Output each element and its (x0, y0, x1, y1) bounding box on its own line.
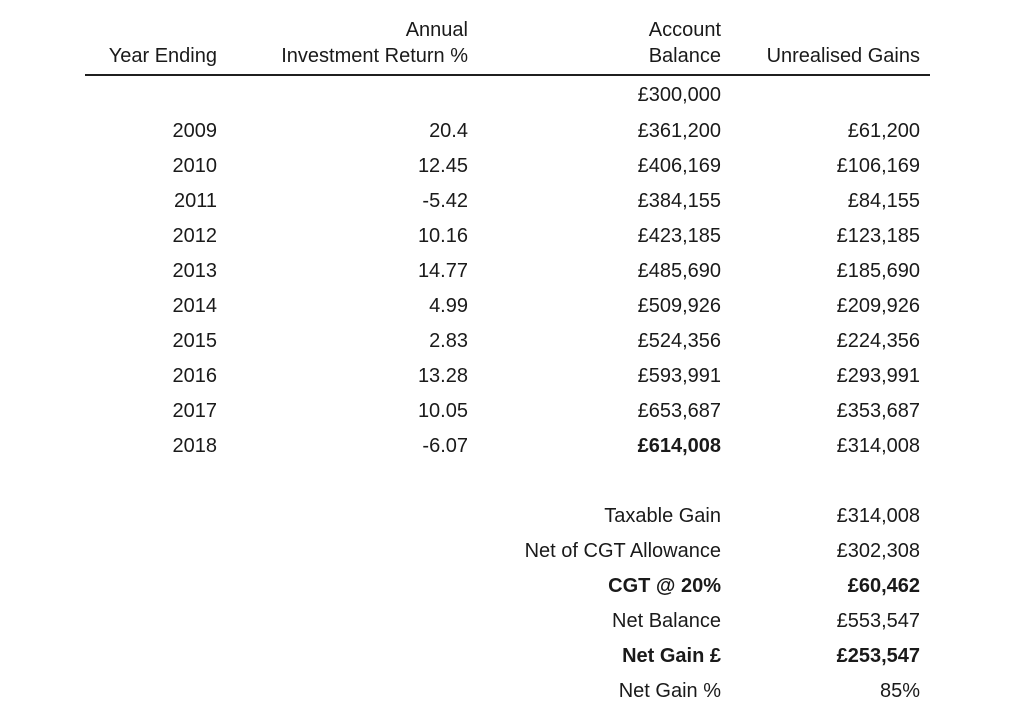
year-cell: 2016 (172, 365, 218, 387)
summary-value: £553,547 (836, 610, 920, 632)
balance-cell: £524,356 (637, 330, 721, 352)
return-cell: -6.07 (422, 435, 468, 457)
summary-row: Taxable Gain £314,008 (85, 499, 930, 534)
balance-cell: £593,991 (637, 365, 721, 387)
year-cell: 2010 (172, 155, 218, 177)
table-row: 2013 14.77 £485,690 £185,690 (85, 254, 930, 289)
summary-label: Net Gain £ (622, 645, 721, 667)
gains-cell: £106,169 (836, 155, 920, 177)
spacer-row (85, 464, 930, 499)
header-label-line1: Annual (405, 19, 468, 41)
return-cell (222, 75, 473, 114)
balance-cell: £406,169 (637, 155, 721, 177)
balance-cell: £300,000 (637, 83, 721, 106)
table-row: 2014 4.99 £509,926 £209,926 (85, 289, 930, 324)
return-cell: 14.77 (417, 260, 468, 282)
summary-value: 85% (879, 680, 920, 702)
gains-cell: £123,185 (836, 225, 920, 247)
year-cell: 2014 (172, 295, 218, 317)
table-row: 2009 20.4 £361,200 £61,200 (85, 114, 930, 149)
return-cell: 10.05 (417, 400, 468, 422)
summary-value: £302,308 (836, 540, 920, 562)
table-row: 2017 10.05 £653,687 £353,687 (85, 394, 930, 429)
return-cell: 13.28 (417, 365, 468, 387)
return-cell: 2.83 (429, 330, 468, 352)
year-cell: 2018 (172, 435, 218, 457)
table-row: 2016 13.28 £593,991 £293,991 (85, 359, 930, 394)
gains-cell: £224,356 (836, 330, 920, 352)
gains-cell: £293,991 (836, 365, 920, 387)
summary-label: Taxable Gain (604, 505, 721, 527)
summary-row: Net Gain % 85% (85, 674, 930, 709)
col-header-year-ending: Year Ending (85, 17, 222, 76)
year-cell: 2009 (172, 120, 218, 142)
year-cell: 2015 (172, 330, 218, 352)
summary-label: Net of CGT Allowance (524, 540, 721, 562)
gains-cell: £353,687 (836, 400, 920, 422)
balance-cell: £614,008 (637, 435, 721, 457)
summary-row: Net Balance £553,547 (85, 604, 930, 639)
table-row: 2010 12.45 £406,169 £106,169 (85, 149, 930, 184)
col-header-unrealised-gains: Unrealised Gains (726, 17, 930, 76)
header-label-line2: Balance (648, 45, 721, 67)
gains-cell: £61,200 (847, 120, 920, 142)
summary-row: Net Gain £ £253,547 (85, 639, 930, 674)
return-cell: -5.42 (422, 190, 468, 212)
return-cell: 10.16 (417, 225, 468, 247)
return-cell: 4.99 (429, 295, 468, 317)
balance-cell: £509,926 (637, 295, 721, 317)
gains-cell: £185,690 (836, 260, 920, 282)
summary-value: £60,462 (847, 575, 920, 597)
col-header-account-balance: Account Balance (473, 17, 726, 76)
balance-cell: £384,155 (637, 190, 721, 212)
summary-value: £314,008 (836, 505, 920, 527)
year-cell: 2011 (173, 190, 217, 212)
return-cell: 12.45 (417, 155, 468, 177)
table-row: 2011 -5.42 £384,155 £84,155 (85, 184, 930, 219)
header-label-line2: Investment Return % (281, 45, 468, 67)
year-cell: 2012 (172, 225, 218, 247)
summary-label: Net Gain % (618, 680, 721, 702)
opening-balance-row: £300,000 (85, 75, 930, 114)
gains-cell: £84,155 (847, 190, 920, 212)
table-row: 2012 10.16 £423,185 £123,185 (85, 219, 930, 254)
gains-cell: £209,926 (836, 295, 920, 317)
balance-cell: £361,200 (637, 120, 721, 142)
summary-label: Net Balance (612, 610, 721, 632)
header-label: Year Ending (108, 45, 217, 67)
header-label-line1: Account (648, 19, 721, 41)
investment-cgt-table: Year Ending Annual Investment Return % A… (85, 17, 930, 709)
year-cell: 2013 (172, 260, 218, 282)
summary-row: CGT @ 20% £60,462 (85, 569, 930, 604)
table-row: 2018 -6.07 £614,008 £314,008 (85, 429, 930, 464)
summary-value: £253,547 (836, 645, 920, 667)
header-row: Year Ending Annual Investment Return % A… (85, 17, 930, 76)
return-cell: 20.4 (429, 120, 468, 142)
summary-row: Net of CGT Allowance £302,308 (85, 534, 930, 569)
year-cell: 2017 (172, 400, 218, 422)
table-row: 2015 2.83 £524,356 £224,356 (85, 324, 930, 359)
header-label: Unrealised Gains (766, 45, 920, 67)
balance-cell: £423,185 (637, 225, 721, 247)
balance-cell: £485,690 (637, 260, 721, 282)
gains-cell (726, 75, 930, 114)
summary-label: CGT @ 20% (608, 575, 721, 597)
col-header-annual-investment-return: Annual Investment Return % (222, 17, 473, 76)
balance-cell: £653,687 (637, 400, 721, 422)
gains-cell: £314,008 (836, 435, 920, 457)
spacer-cell (85, 464, 930, 499)
year-cell (85, 75, 222, 114)
